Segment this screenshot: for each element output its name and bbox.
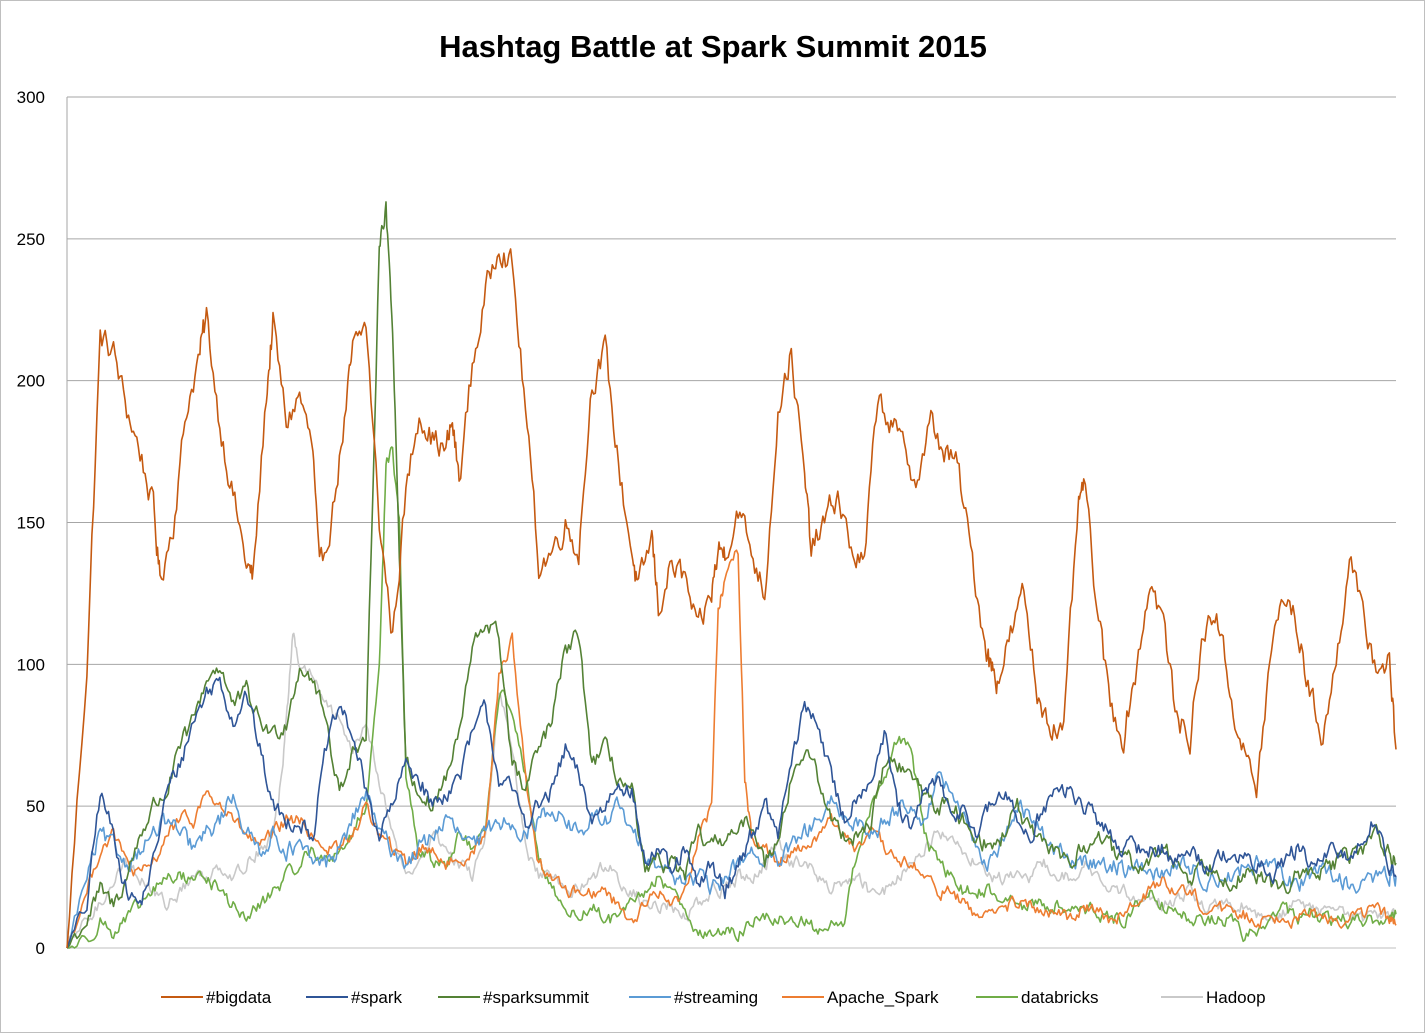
legend-label: #streaming	[674, 988, 758, 1007]
legend-label: databricks	[1021, 988, 1098, 1007]
y-tick-label: 150	[17, 514, 45, 533]
series-line-hadoop	[66, 632, 1397, 949]
legend-label: #bigdata	[206, 988, 272, 1007]
y-axis: 0 50 100 150 200 250 300	[17, 88, 68, 958]
legend-label: #spark	[351, 988, 403, 1007]
y-tick-label: 300	[17, 88, 45, 107]
series-line-bigdata	[66, 248, 1397, 949]
legend-label: Hadoop	[1206, 988, 1266, 1007]
legend: #bigdata #spark #sparksummit #streaming Apac…	[161, 988, 1266, 1007]
y-tick-label: 250	[17, 230, 45, 249]
series-line-spark	[66, 676, 1397, 949]
y-tick-label: 50	[26, 797, 45, 816]
legend-label: #sparksummit	[483, 988, 589, 1007]
series-line-streaming	[66, 771, 1397, 949]
y-tick-label: 100	[17, 655, 45, 674]
series-line-databricks	[67, 446, 1397, 949]
series-group	[66, 201, 1397, 949]
series-line-apache-spark	[66, 549, 1397, 949]
gridlines	[67, 96, 1396, 949]
y-tick-label: 0	[36, 939, 45, 958]
legend-label: Apache_Spark	[827, 988, 939, 1007]
chart-title: Hashtag Battle at Spark Summit 2015	[439, 29, 987, 64]
y-tick-label: 200	[17, 372, 45, 391]
